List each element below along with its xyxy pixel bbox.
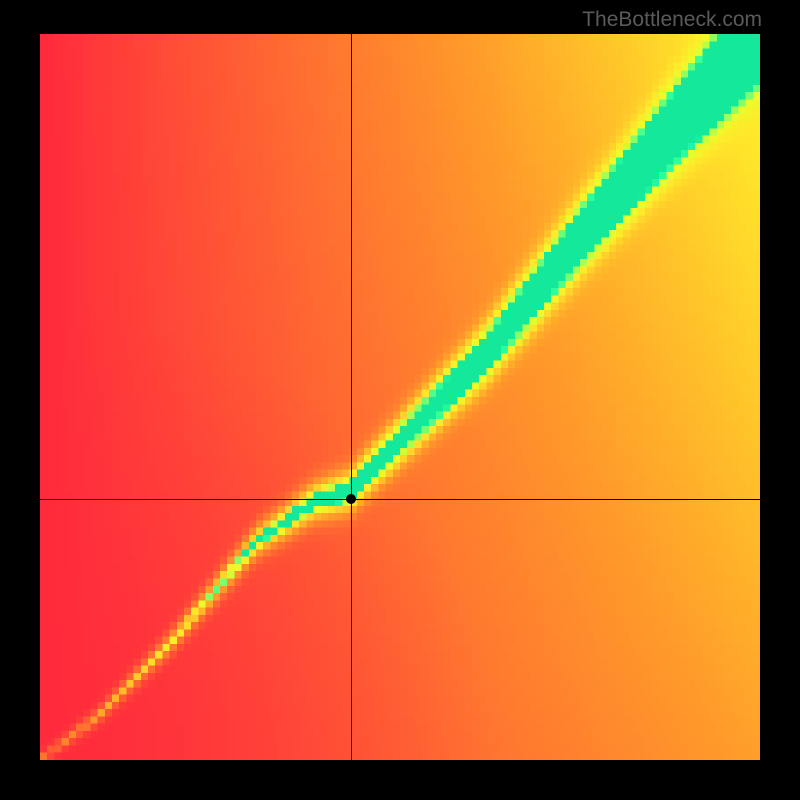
crosshair-horizontal [40,499,760,500]
crosshair-vertical [351,34,352,760]
selection-marker [346,494,356,504]
heatmap-canvas [40,34,760,760]
bottleneck-heatmap [40,34,760,760]
watermark-text: TheBottleneck.com [582,8,762,32]
